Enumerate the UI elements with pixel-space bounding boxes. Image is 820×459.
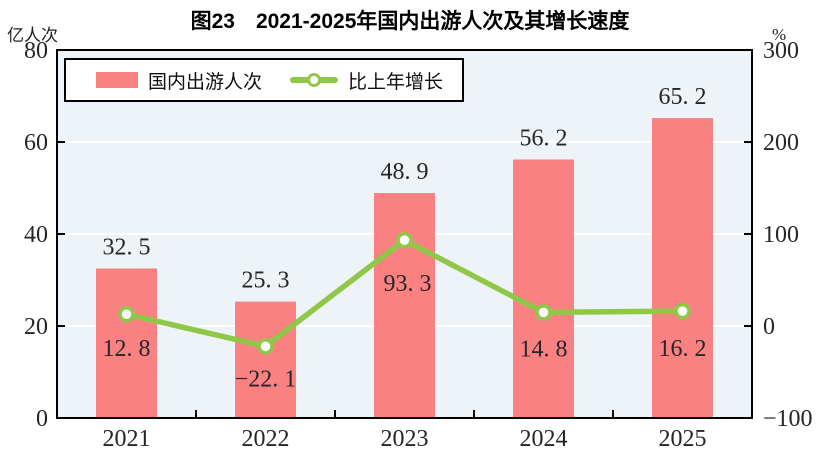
left-axis-unit: 亿人次: [7, 26, 58, 45]
x-tick-label: 2023: [381, 426, 429, 452]
legend-line-label: 比上年增长: [348, 71, 444, 93]
right-tick-label: −100: [763, 406, 813, 432]
left-tick-label: 0: [36, 406, 48, 432]
legend-line-marker-dot: [307, 73, 322, 87]
marker-2023: [396, 231, 413, 249]
bar-2021: [96, 268, 157, 418]
legend: 国内出游人次 比上年增长: [64, 58, 464, 102]
marker-2022: [257, 338, 274, 355]
right-tick-label: 300: [763, 38, 799, 64]
line-value-label: 12. 8: [103, 336, 151, 362]
bar-value-label: 48. 9: [381, 159, 429, 185]
legend-line-swatch: [290, 73, 339, 87]
left-tick-label: 40: [24, 222, 48, 248]
plot-border: [56, 49, 753, 419]
bar-value-label: 32. 5: [103, 235, 151, 261]
marker-2024: [535, 304, 552, 321]
line-value-label: 14. 8: [520, 336, 568, 362]
x-tick-label: 2025: [659, 426, 707, 452]
right-axis-unit: %: [772, 25, 787, 44]
marker-2025: [674, 302, 691, 320]
bar-2022: [235, 301, 296, 418]
marker-2021: [118, 305, 135, 323]
bar-2024: [513, 159, 574, 419]
x-tick-label: 2024: [520, 426, 568, 452]
x-tick-label: 2021: [103, 426, 151, 452]
bar-2025: [652, 118, 713, 418]
bar-value-label: 65. 2: [659, 84, 707, 110]
left-tick-label: 80: [24, 38, 48, 64]
x-tick-label: 2022: [242, 426, 290, 452]
line-value-label: 93. 3: [384, 271, 432, 297]
bar-value-label: 56. 2: [520, 125, 568, 151]
left-tick-label: 20: [24, 314, 48, 340]
bar-2023: [374, 193, 435, 418]
right-tick-label: 0: [763, 314, 775, 340]
right-tick-label: 100: [763, 222, 799, 248]
line-value-label: 16. 2: [659, 336, 707, 362]
legend-bar-swatch: [96, 72, 138, 88]
chart-title: 图23 2021-2025年国内出游人次及其增长速度: [190, 10, 630, 33]
bar-value-label: 25. 3: [242, 268, 290, 294]
legend-bar-label: 国内出游人次: [148, 71, 263, 93]
line-value-label: −22. 1: [235, 366, 297, 392]
right-tick-label: 200: [763, 130, 799, 156]
left-tick-label: 60: [24, 130, 48, 156]
